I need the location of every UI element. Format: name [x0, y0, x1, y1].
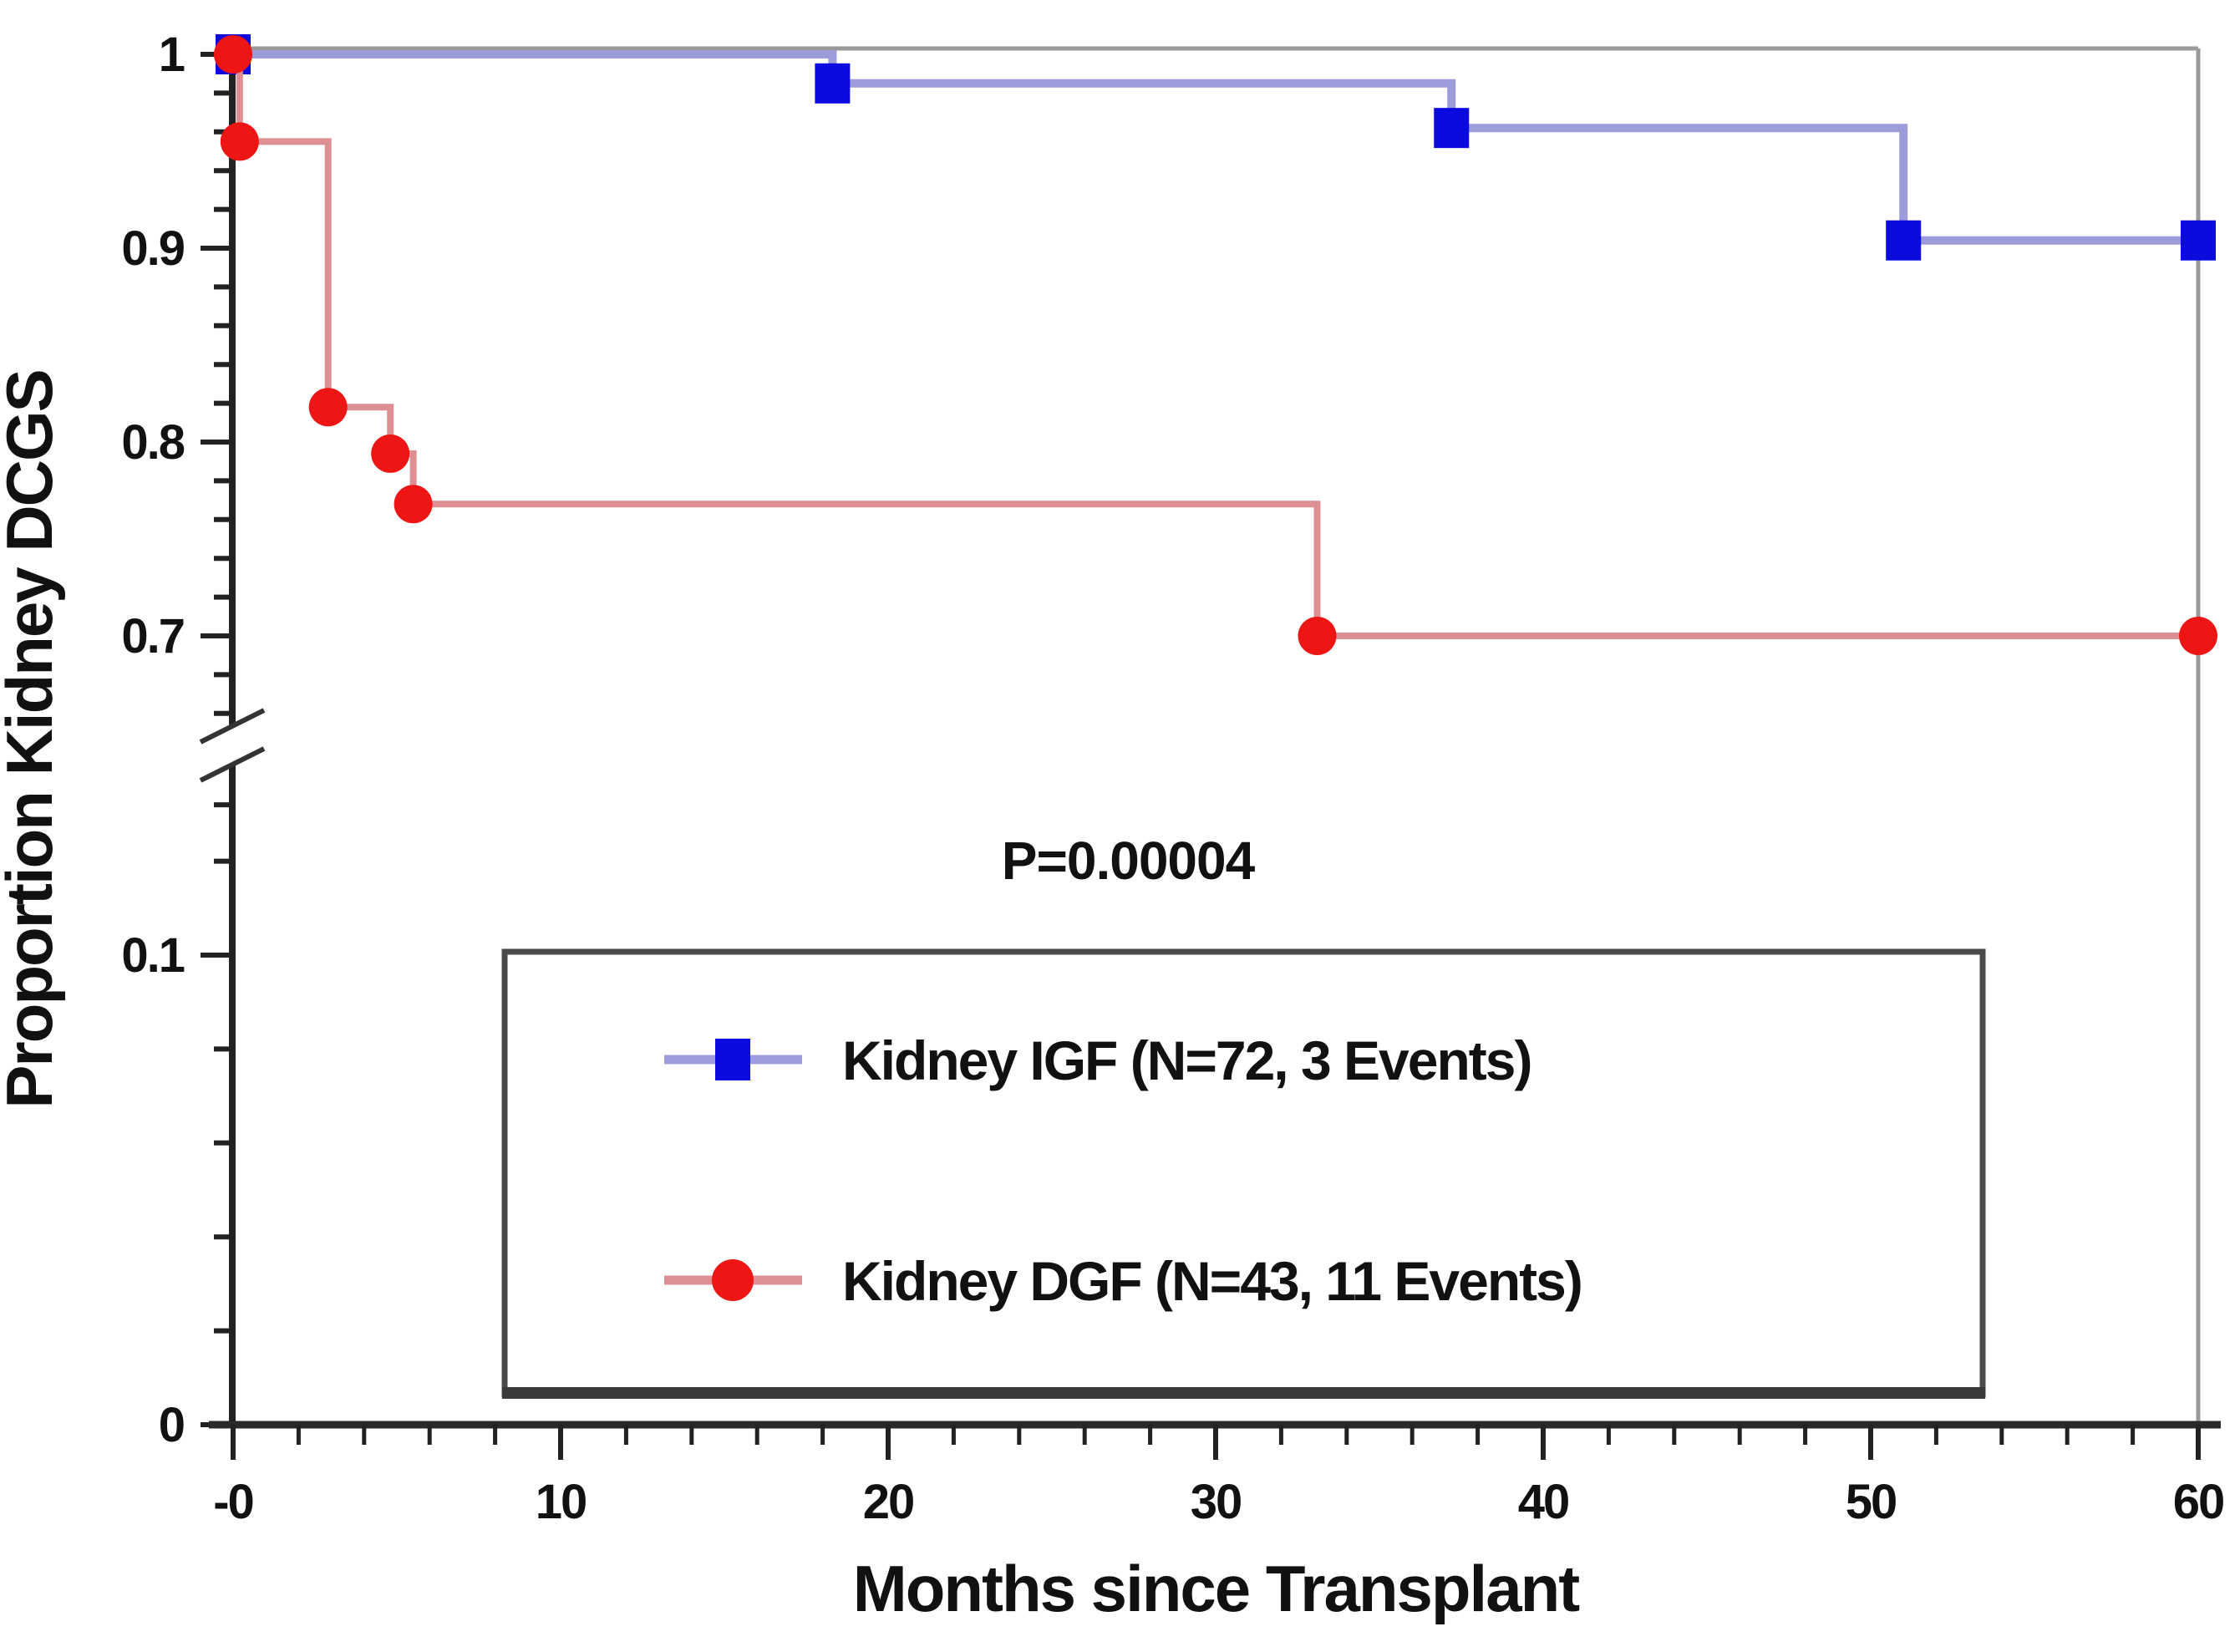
- event-marker-circle-dgf: [1298, 617, 1337, 655]
- x-axis-title: Months since Transplant: [853, 1552, 1581, 1625]
- event-marker-circle-dgf: [220, 122, 259, 161]
- x-tick-label: 30: [1191, 1475, 1242, 1529]
- y-tick-label: 1: [159, 28, 185, 82]
- y-tick-label: 0.8: [121, 415, 184, 470]
- event-marker-circle-dgf: [2179, 617, 2217, 655]
- legend-circle-marker-dgf: [712, 1259, 754, 1301]
- y-axis-title: Proportion Kidney DCGS: [0, 370, 66, 1108]
- x-tick-label: 10: [536, 1475, 587, 1529]
- event-marker-circle-dgf: [394, 485, 433, 524]
- y-axis-break-slash: [199, 746, 266, 783]
- legend-box: [501, 948, 1986, 1398]
- x-tick-label: 20: [863, 1475, 914, 1529]
- legend-label-dgf: Kidney DGF (N=43, 11 Events): [842, 1250, 1582, 1312]
- event-marker-square-igf: [815, 63, 851, 104]
- km-step-line-igf: [233, 50, 2198, 245]
- legend-box-bottom-edge: [502, 1387, 1985, 1399]
- event-marker-square-igf: [1434, 108, 1470, 149]
- event-marker-circle-dgf: [371, 434, 410, 473]
- x-tick-label: -0: [213, 1475, 253, 1529]
- y-tick-label: 0.7: [121, 609, 184, 663]
- legend: Kidney IGF (N=72, 3 Events) Kidney DGF (…: [501, 948, 1986, 1399]
- legend-entry-dgf: Kidney DGF (N=43, 11 Events): [664, 1250, 1583, 1312]
- event-marker-circle-dgf: [214, 35, 252, 74]
- event-marker-square-igf: [2181, 220, 2216, 261]
- x-axis: -0 10 20 30 40 50 60: [209, 1421, 2225, 1529]
- y-tick-label: 0.1: [121, 928, 184, 983]
- y-axis-break-slash: [199, 708, 266, 745]
- y-tick-label: 0: [159, 1398, 184, 1452]
- x-tick-label: 60: [2173, 1475, 2224, 1529]
- legend-label-igf: Kidney IGF (N=72, 3 Events): [842, 1029, 1531, 1091]
- event-marker-circle-dgf: [308, 388, 348, 427]
- plot-frame: [232, 46, 2201, 1425]
- legend-entry-igf: Kidney IGF (N=72, 3 Events): [664, 1029, 1532, 1091]
- p-value-annotation: P=0.00004: [1002, 831, 1256, 891]
- series-kidney-dgf: [214, 35, 2217, 655]
- event-marker-square-igf: [1886, 220, 1922, 261]
- legend-square-marker-igf: [715, 1039, 750, 1080]
- y-tick-label: 0.9: [121, 221, 184, 276]
- x-tick-label: 50: [1846, 1475, 1897, 1529]
- series-kidney-igf: [216, 34, 2216, 261]
- x-tick-label: 40: [1518, 1475, 1569, 1529]
- y-axis: 1 0.9 0.8 0.7 0.1 0: [121, 28, 266, 1452]
